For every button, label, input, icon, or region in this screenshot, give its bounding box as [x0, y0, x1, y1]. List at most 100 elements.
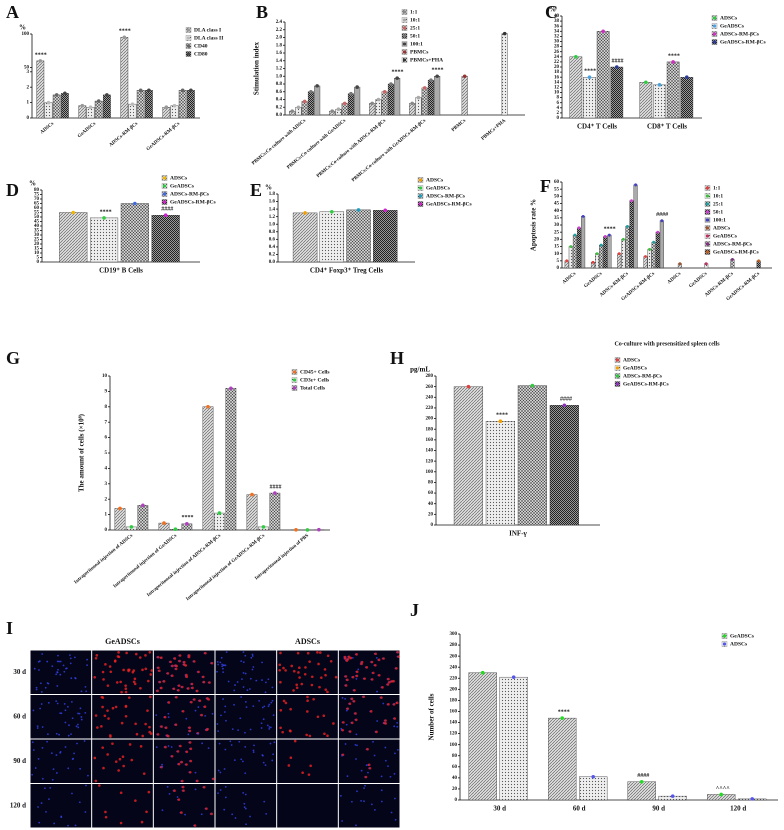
nucleus [51, 778, 54, 781]
y-tick-label: 12 [554, 86, 560, 91]
legend-marker [705, 202, 710, 206]
stain [197, 670, 200, 674]
stain [208, 681, 211, 684]
bar [643, 256, 648, 269]
point [105, 93, 109, 97]
stain [149, 673, 153, 676]
legend-marker [705, 186, 710, 190]
nucleus [211, 712, 214, 715]
point [466, 384, 471, 389]
stain [295, 683, 299, 687]
y-tick-label: 0.8 [269, 230, 276, 235]
stain [125, 651, 128, 655]
bar [102, 94, 111, 119]
stain [188, 741, 192, 744]
panel-label: I [6, 618, 13, 638]
bar [52, 94, 61, 119]
legend-label: ADSCs [713, 225, 730, 231]
y-tick-label: 35 [34, 229, 40, 234]
nucleus [41, 653, 44, 655]
point [302, 99, 307, 104]
legend-label: ADSCs-RM-βCs [713, 241, 752, 247]
bar [269, 492, 281, 531]
nucleus [231, 813, 234, 816]
point [46, 100, 51, 105]
legend-marker [615, 366, 620, 370]
nucleus [216, 661, 219, 663]
nucleus [233, 689, 236, 692]
nucleus [161, 765, 164, 768]
nucleus [77, 723, 79, 726]
stain [181, 785, 185, 789]
point [560, 716, 564, 720]
legend-label: 1:1 [713, 185, 721, 191]
stain [119, 791, 123, 795]
y-tick-label: 100 [22, 32, 30, 37]
stain [170, 754, 174, 758]
point [71, 210, 76, 215]
nucleus [268, 728, 271, 730]
nucleus [49, 786, 52, 789]
nucleus [240, 758, 243, 761]
stain [189, 759, 193, 763]
nucleus [44, 686, 47, 689]
annotation: **** [181, 515, 193, 521]
stain [124, 684, 127, 687]
nucleus [55, 673, 58, 676]
stain [173, 657, 177, 660]
legend-label: CD45+ Cells [300, 369, 330, 375]
micrograph [92, 695, 153, 739]
point [625, 225, 629, 228]
bar [415, 97, 422, 116]
stain [106, 684, 110, 687]
stain [100, 725, 103, 728]
nucleus [36, 725, 39, 728]
legend-label: 10:1 [713, 193, 723, 199]
nucleus [170, 746, 173, 748]
legend-label: ADSCs-RM-βCs [623, 373, 662, 379]
legend-marker [615, 374, 620, 378]
stain [121, 755, 125, 759]
y-tick-label: 20 [34, 242, 40, 247]
stain [188, 729, 192, 733]
nucleus [244, 772, 247, 775]
nucleus [59, 712, 62, 715]
stain [189, 747, 193, 751]
nucleus [38, 669, 40, 671]
nucleus [62, 664, 65, 667]
nucleus [201, 742, 204, 745]
nucleus [41, 747, 44, 749]
stain [351, 675, 355, 679]
nucleus [70, 701, 73, 703]
point [376, 97, 381, 102]
stain [346, 707, 350, 710]
stain [374, 652, 377, 656]
stain [368, 766, 372, 770]
stain [318, 685, 321, 689]
stain [198, 699, 202, 703]
stain [206, 697, 209, 700]
nucleus [56, 685, 59, 687]
y-tick-label: 20 [554, 237, 560, 242]
y-tick-label: 5 [37, 256, 40, 261]
nucleus [84, 711, 87, 714]
nucleus [370, 803, 373, 806]
y-tick-label: 20 [428, 512, 434, 517]
annotation: ^^^^ [716, 786, 730, 792]
nucleus [31, 741, 34, 744]
y-tick-label: 0 [431, 523, 434, 528]
y-tick-label: 0 [105, 528, 108, 533]
annotation: **** [35, 52, 47, 58]
nucleus [56, 671, 59, 673]
nucleus [344, 743, 347, 745]
stain [200, 713, 203, 717]
x-tick-label: ADSCs [40, 122, 55, 136]
nucleus [242, 686, 245, 688]
legend-marker [162, 184, 167, 188]
nucleus [237, 729, 240, 732]
nucleus [234, 684, 236, 686]
bar [114, 508, 126, 531]
stain [295, 686, 299, 690]
stain [282, 699, 286, 703]
nucleus [55, 754, 58, 756]
